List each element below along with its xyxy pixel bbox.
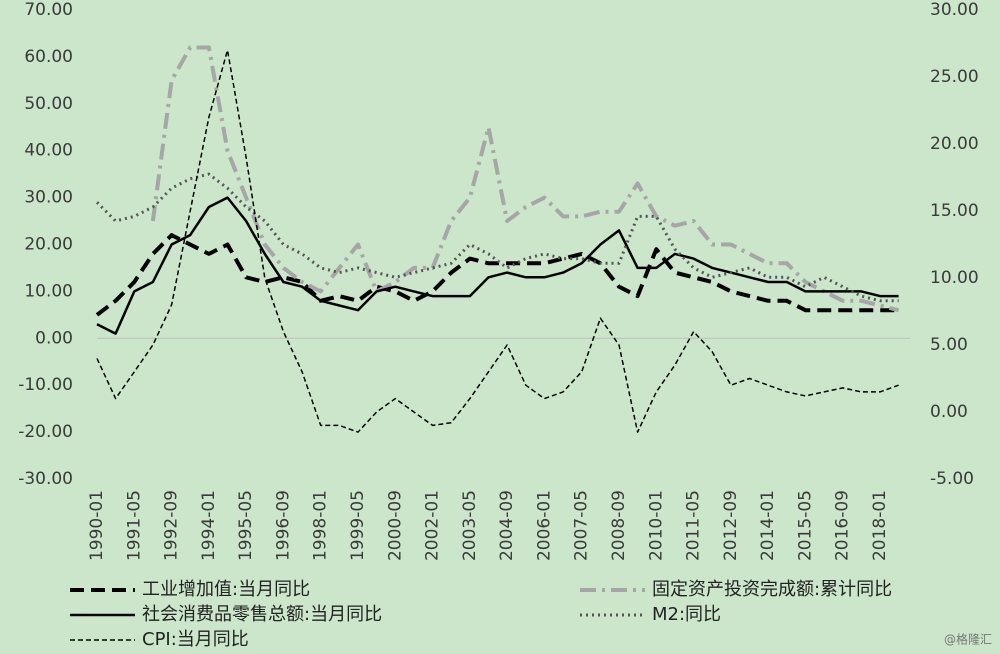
x-tick-label: 1998-01 [311, 490, 331, 561]
legend-label: 社会消费品零售总额:当月同比 [142, 604, 382, 625]
x-tick-label: 2000-09 [385, 490, 405, 561]
x-tick-label: 2004-09 [497, 490, 517, 561]
legend-label: 工业增加值:当月同比 [142, 579, 310, 600]
watermark: @格隆汇 [944, 632, 992, 647]
y-tick-label: 70.00 [24, 0, 73, 20]
series-line [150, 45, 900, 313]
series-line [96, 196, 899, 335]
y-tick-label: 20.00 [24, 235, 73, 255]
x-tick-label: 2002-01 [423, 490, 443, 561]
y2-tick-label: 25.00 [930, 67, 979, 87]
x-tick-label: 2015-05 [795, 490, 815, 561]
y-tick-label: 10.00 [24, 281, 73, 301]
x-tick-label: 2012-09 [721, 490, 741, 561]
legend-label: CPI:当月同比 [142, 629, 249, 650]
y2-tick-label: 20.00 [930, 134, 979, 154]
y-tick-label: 60.00 [24, 47, 73, 67]
x-tick-label: 1992-09 [162, 490, 182, 561]
x-tick-label: 2008-09 [609, 490, 629, 561]
series-line [95, 172, 899, 303]
y2-tick-label: 10.00 [930, 268, 979, 288]
x-tick-label: 2003-05 [460, 490, 480, 561]
x-tick-label: 2016-09 [833, 490, 853, 561]
x-tick-label: 1994-01 [199, 490, 219, 561]
y-tick-label: 0.00 [35, 328, 73, 348]
x-tick-label: 2006-01 [534, 490, 554, 561]
y2-tick-label: 5.00 [930, 335, 968, 355]
y2-tick-label: -5.00 [930, 469, 974, 489]
y2-tick-label: 0.00 [930, 402, 968, 422]
series-line [95, 233, 899, 317]
y-tick-label: -20.00 [18, 422, 73, 442]
legend-label: M2:同比 [652, 604, 721, 625]
legend-label: 固定资产投资完成额:累计同比 [652, 579, 892, 600]
x-tick-label: 2014-01 [758, 490, 778, 561]
y2-tick-label: 30.00 [930, 0, 979, 20]
y-tick-label: 50.00 [24, 94, 73, 114]
x-tick-label: 2018-01 [870, 490, 890, 561]
x-tick-label: 1996-09 [273, 490, 293, 561]
y-tick-label: -10.00 [18, 375, 73, 395]
x-tick-label: 1995-05 [236, 490, 256, 561]
series-line [96, 49, 899, 433]
x-tick-label: 1991-05 [124, 490, 144, 561]
y2-tick-label: 15.00 [930, 201, 979, 221]
x-tick-label: 1999-05 [348, 490, 368, 561]
x-tick-label: 2007-05 [572, 490, 592, 561]
x-tick-label: 2011-05 [684, 490, 704, 561]
y-tick-label: -30.00 [18, 469, 73, 489]
x-tick-label: 1990-01 [87, 490, 107, 561]
y-tick-label: 30.00 [24, 188, 73, 208]
x-tick-label: 2010-01 [646, 490, 666, 561]
y-tick-label: 40.00 [24, 141, 73, 161]
